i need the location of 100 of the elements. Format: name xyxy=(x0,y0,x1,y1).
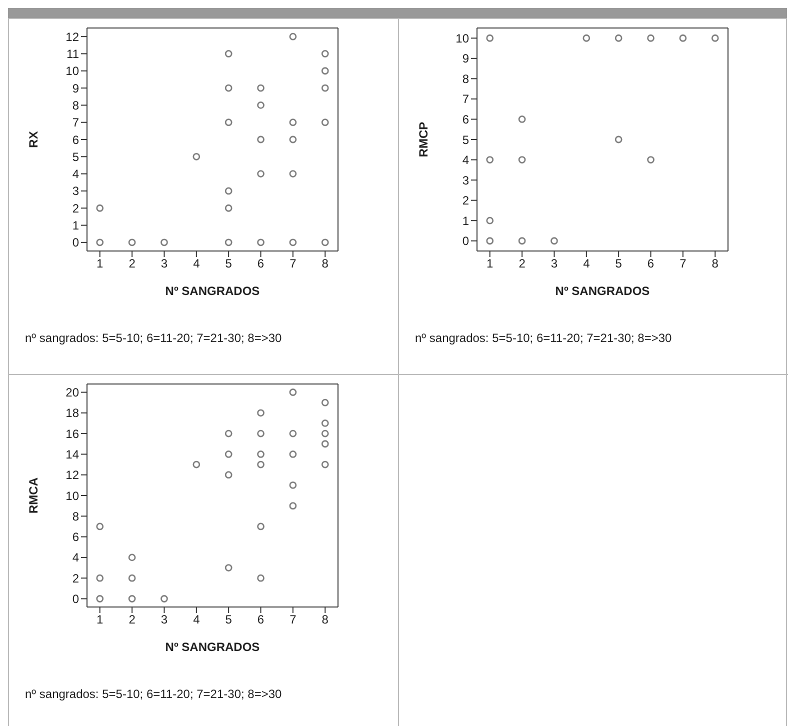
y-tick-label: 9 xyxy=(462,52,470,66)
point xyxy=(321,460,329,468)
point xyxy=(289,170,297,178)
x-tick-label: 1 xyxy=(486,256,494,271)
y-tick-label: 8 xyxy=(72,509,80,524)
point xyxy=(224,564,232,572)
point xyxy=(321,430,329,438)
y-tick-label: 9 xyxy=(72,81,80,96)
y-tick-label: 2 xyxy=(462,194,470,208)
x-tick-label: 7 xyxy=(290,612,297,627)
point xyxy=(96,595,104,602)
y-tick-label: 7 xyxy=(462,92,470,106)
x-tick-label: 6 xyxy=(257,612,264,627)
point xyxy=(257,430,264,438)
x-tick-label: 2 xyxy=(128,612,136,627)
y-tick-label: 4 xyxy=(72,167,80,182)
y-tick-label: 12 xyxy=(66,468,80,482)
point xyxy=(289,32,297,40)
point xyxy=(321,84,329,92)
text: nº sangrados: 5=5-10; 6=11-20; 7=21-30; 8=>30 xyxy=(25,331,282,345)
y-tick-label: 20 xyxy=(66,386,80,400)
point xyxy=(321,238,329,246)
point xyxy=(582,34,590,42)
x-tick-label: 6 xyxy=(257,256,264,271)
point xyxy=(224,187,232,195)
point xyxy=(486,34,494,42)
point xyxy=(224,50,232,58)
x-tick-label: 6 xyxy=(647,256,654,271)
point xyxy=(160,595,168,602)
point xyxy=(321,67,329,75)
x-axis-title: Nº SANGRADOS xyxy=(555,284,650,298)
y-tick-label: 0 xyxy=(72,592,80,606)
point xyxy=(486,156,494,164)
point xyxy=(321,440,329,448)
y-tick-label: 8 xyxy=(462,72,470,86)
y-tick-label: 0 xyxy=(72,236,80,250)
y-axis-title: RX xyxy=(26,131,40,148)
y-tick-label: 7 xyxy=(72,116,80,130)
x-tick-label: 8 xyxy=(322,256,329,271)
x-axis-title: Nº SANGRADOS xyxy=(165,640,260,654)
point xyxy=(289,118,297,126)
y-tick-label: 3 xyxy=(72,184,80,198)
x-tick-label: 3 xyxy=(160,256,168,271)
y-tick-label: 6 xyxy=(72,132,80,147)
x-tick-label: 4 xyxy=(583,256,590,271)
point xyxy=(224,238,232,246)
y-tick-label: 3 xyxy=(462,173,470,188)
x-tick-label: 8 xyxy=(322,612,329,627)
point xyxy=(321,118,329,126)
point xyxy=(224,84,232,92)
point xyxy=(647,156,654,164)
y-tick-label: 0 xyxy=(462,234,470,248)
x-tick-label: 1 xyxy=(96,256,104,271)
y-tick-label: 8 xyxy=(72,98,80,112)
point xyxy=(257,238,264,246)
x-tick-label: 2 xyxy=(518,256,526,271)
y-tick-label: 12 xyxy=(66,30,80,44)
y-tick-label: 16 xyxy=(66,426,80,441)
point xyxy=(224,430,232,438)
point xyxy=(160,238,168,246)
y-tick-label: 1 xyxy=(462,214,470,228)
point xyxy=(257,522,264,530)
point xyxy=(486,237,494,245)
x-tick-label: 2 xyxy=(128,256,136,271)
x-tick-label: 4 xyxy=(193,612,200,627)
point xyxy=(224,204,232,212)
point xyxy=(289,450,297,458)
point xyxy=(321,50,329,58)
point xyxy=(321,398,329,406)
y-tick-label: 1 xyxy=(72,218,80,233)
text: nº sangrados: 5=5-10; 6=11-20; 7=21-30; 8=>30 xyxy=(415,331,672,345)
point xyxy=(289,238,297,246)
point xyxy=(96,522,104,530)
y-tick-label: 2 xyxy=(72,571,80,586)
y-tick-label: 4 xyxy=(462,153,470,168)
y-axis-title: RMCA xyxy=(26,477,40,514)
y-tick-label: 4 xyxy=(72,550,80,565)
y-tick-label: 6 xyxy=(462,112,470,126)
point xyxy=(96,204,104,212)
point xyxy=(192,460,200,468)
y-tick-label: 18 xyxy=(66,406,80,420)
point xyxy=(128,574,136,582)
x-tick-label: 7 xyxy=(290,256,297,271)
point xyxy=(614,34,622,42)
point xyxy=(257,460,264,468)
point xyxy=(128,554,136,562)
point xyxy=(550,237,558,245)
y-tick-label: 5 xyxy=(72,150,80,164)
point xyxy=(518,237,526,245)
point xyxy=(711,34,719,42)
point xyxy=(96,574,104,582)
point xyxy=(224,471,232,479)
point xyxy=(257,574,264,582)
x-tick-label: 3 xyxy=(550,256,558,271)
point xyxy=(518,116,526,123)
point xyxy=(224,450,232,458)
point xyxy=(486,216,494,224)
y-tick-label: 11 xyxy=(66,46,80,61)
x-axis-title: Nº SANGRADOS xyxy=(165,284,260,298)
point xyxy=(128,595,136,602)
